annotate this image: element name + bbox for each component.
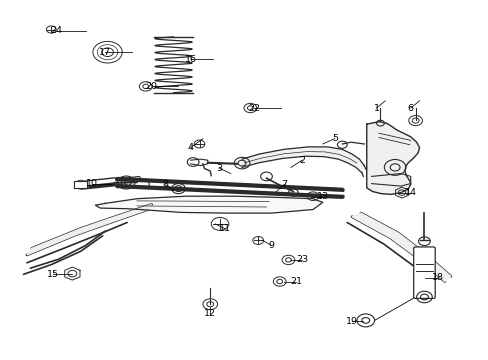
- Text: 4: 4: [187, 143, 193, 152]
- Polygon shape: [95, 196, 322, 213]
- Text: 12: 12: [204, 309, 216, 318]
- Polygon shape: [366, 122, 419, 194]
- Text: 22: 22: [248, 104, 260, 112]
- Text: 16: 16: [184, 55, 196, 64]
- Text: 6: 6: [407, 104, 413, 112]
- Text: 10: 10: [86, 179, 98, 188]
- Text: 2: 2: [299, 156, 305, 165]
- Text: 5: 5: [331, 134, 337, 143]
- Text: 14: 14: [404, 188, 416, 197]
- Text: 1: 1: [373, 104, 379, 112]
- Polygon shape: [27, 204, 151, 255]
- FancyBboxPatch shape: [413, 247, 434, 298]
- Text: 11: 11: [219, 224, 230, 233]
- Text: 7: 7: [281, 180, 287, 189]
- Polygon shape: [242, 147, 364, 173]
- Text: 19: 19: [346, 317, 357, 325]
- Text: 24: 24: [50, 26, 62, 35]
- Text: 20: 20: [145, 82, 157, 91]
- Text: 3: 3: [216, 163, 222, 172]
- Text: 18: 18: [431, 274, 443, 282]
- Text: 9: 9: [268, 241, 274, 250]
- Text: 21: 21: [289, 277, 301, 286]
- Text: 23: 23: [296, 256, 307, 264]
- Polygon shape: [351, 213, 450, 282]
- Text: 13: 13: [316, 192, 328, 201]
- Text: 15: 15: [47, 270, 59, 279]
- Text: 8: 8: [162, 180, 168, 189]
- Text: 17: 17: [99, 48, 111, 57]
